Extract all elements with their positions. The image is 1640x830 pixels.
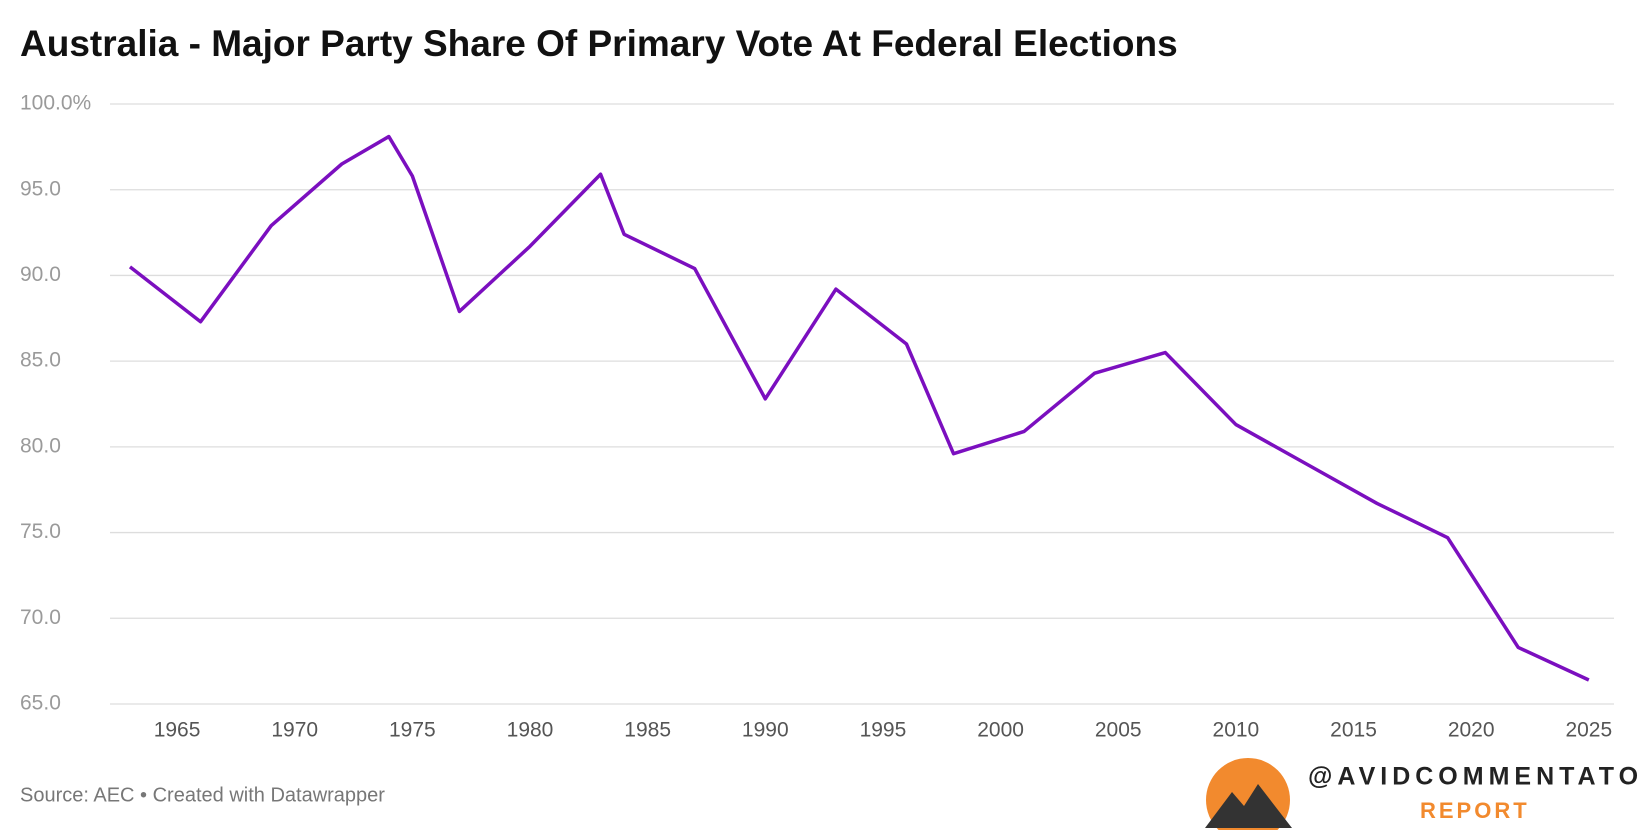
x-tick-label: 1975: [389, 719, 436, 742]
logo-mountains: [1205, 784, 1292, 828]
y-tick-label: 80.0: [20, 434, 61, 457]
x-tick-label: 2015: [1330, 719, 1377, 742]
x-tick-label: 1970: [271, 719, 318, 742]
data-line: [128, 134, 1590, 682]
x-tick-label: 1995: [860, 719, 907, 742]
x-tick-label: 1985: [624, 719, 671, 742]
y-tick-label: 100.0%: [20, 92, 91, 115]
y-tick-label: 65.0: [20, 692, 61, 715]
x-tick-label: 1980: [507, 719, 554, 742]
y-tick-label: 90.0: [20, 263, 61, 286]
logo-handle: @AVIDCOMMENTATOR: [1308, 763, 1640, 791]
x-tick-label: 2000: [977, 719, 1024, 742]
y-tick-label: 70.0: [20, 606, 61, 629]
y-tick-label: 95.0: [20, 177, 61, 200]
source-note: Source: AEC • Created with Datawrapper: [20, 784, 385, 806]
logo-tagline: REPORT: [1420, 798, 1530, 823]
x-tick-label: 2010: [1213, 719, 1260, 742]
x-tick-label: 1965: [154, 719, 201, 742]
x-tick-label: 2005: [1095, 719, 1142, 742]
x-tick-label: 2020: [1448, 719, 1495, 742]
x-tick-label: 2025: [1565, 719, 1612, 742]
x-tick-label: 1990: [742, 719, 789, 742]
y-tick-label: 75.0: [20, 520, 61, 543]
logo: @AVIDCOMMENTATOR REPORT: [1205, 758, 1640, 830]
y-tick-label: 85.0: [20, 349, 61, 372]
chart-title: Australia - Major Party Share Of Primary…: [20, 23, 1178, 64]
